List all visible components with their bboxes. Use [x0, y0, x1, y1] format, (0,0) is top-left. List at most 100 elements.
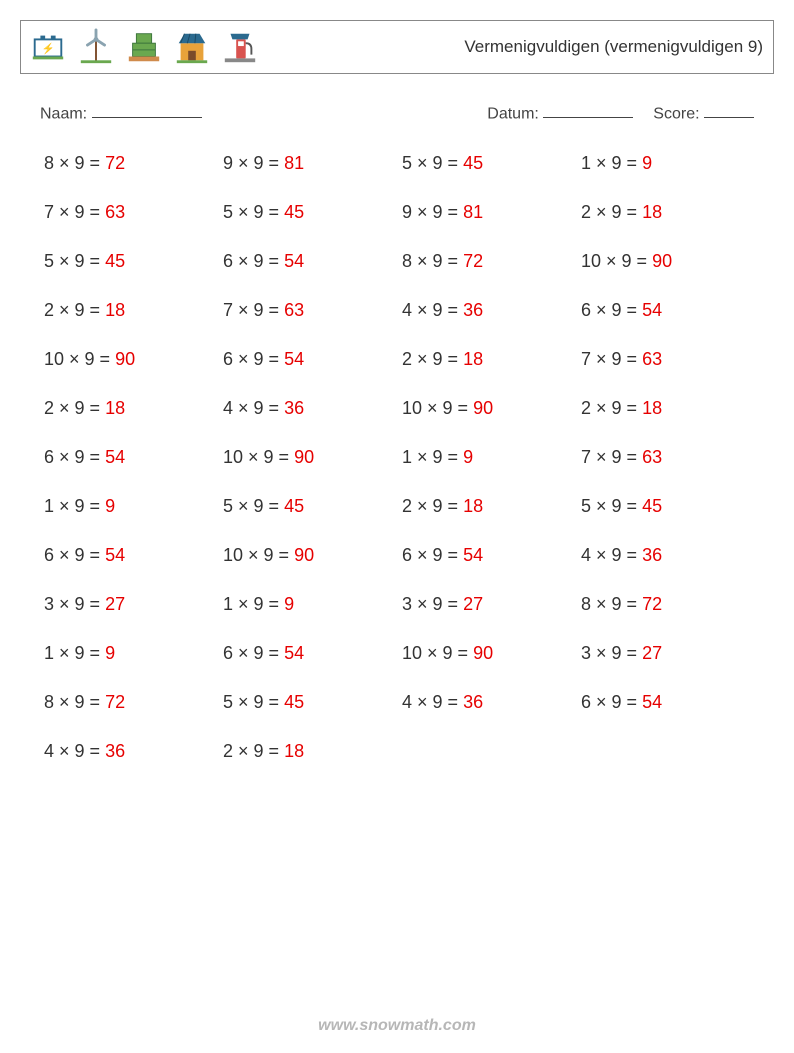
problem-answer: 90 — [652, 251, 672, 271]
problem-answer: 54 — [284, 643, 304, 663]
problem-cell: 6 × 9 = 54 — [223, 251, 392, 272]
svg-text:⚡: ⚡ — [42, 42, 55, 55]
problem-answer: 72 — [105, 692, 125, 712]
problem-answer: 81 — [463, 202, 483, 222]
problem-cell: 10 × 9 = 90 — [402, 398, 571, 419]
score-field: Score: — [653, 104, 754, 123]
problem-cell: 6 × 9 = 54 — [581, 692, 750, 713]
problem-expression: 2 × 9 = — [402, 496, 463, 516]
problem-cell: 7 × 9 = 63 — [223, 300, 392, 321]
problem-expression: 5 × 9 = — [44, 251, 105, 271]
date-label: Datum: — [487, 105, 539, 122]
problem-expression: 1 × 9 = — [402, 447, 463, 467]
problem-expression: 9 × 9 = — [223, 153, 284, 173]
problem-answer: 27 — [642, 643, 662, 663]
problem-expression: 10 × 9 = — [223, 545, 294, 565]
date-field: Datum: — [487, 104, 633, 123]
header-bar: ⚡ — [20, 20, 774, 74]
problem-answer: 90 — [473, 643, 493, 663]
problem-expression: 7 × 9 = — [223, 300, 284, 320]
problem-answer: 90 — [115, 349, 135, 369]
problem-cell: 6 × 9 = 54 — [223, 643, 392, 664]
problem-answer: 9 — [105, 496, 115, 516]
problem-cell: 8 × 9 = 72 — [44, 153, 213, 174]
problem-answer: 72 — [463, 251, 483, 271]
problem-answer: 54 — [284, 349, 304, 369]
problem-answer: 63 — [284, 300, 304, 320]
problem-cell: 2 × 9 = 18 — [581, 398, 750, 419]
problems-grid: 8 × 9 = 72 9 × 9 = 81 5 × 9 = 45 1 × 9 = 9 7… — [20, 153, 774, 762]
problem-answer: 63 — [105, 202, 125, 222]
problem-expression: 5 × 9 = — [223, 202, 284, 222]
problem-answer: 45 — [284, 202, 304, 222]
problem-expression: 10 × 9 = — [581, 251, 652, 271]
problem-expression: 4 × 9 = — [402, 300, 463, 320]
problem-expression: 10 × 9 = — [402, 643, 473, 663]
problem-cell: 3 × 9 = 27 — [44, 594, 213, 615]
score-blank[interactable] — [704, 104, 754, 118]
solar-house-icon — [171, 26, 213, 68]
info-row: Naam: Datum: Score: — [20, 104, 774, 123]
problem-expression: 6 × 9 = — [581, 692, 642, 712]
problem-answer: 36 — [463, 300, 483, 320]
problem-answer: 90 — [294, 545, 314, 565]
problem-expression: 8 × 9 = — [44, 153, 105, 173]
problem-expression: 1 × 9 = — [44, 496, 105, 516]
problem-cell: 4 × 9 = 36 — [402, 692, 571, 713]
name-blank[interactable] — [92, 104, 202, 118]
problem-expression: 7 × 9 = — [581, 447, 642, 467]
problem-expression: 5 × 9 = — [402, 153, 463, 173]
problem-cell: 10 × 9 = 90 — [223, 447, 392, 468]
problem-cell: 1 × 9 = 9 — [581, 153, 750, 174]
problem-answer: 18 — [642, 202, 662, 222]
problem-cell: 5 × 9 = 45 — [223, 692, 392, 713]
problem-cell: 8 × 9 = 72 — [581, 594, 750, 615]
problem-expression: 1 × 9 = — [44, 643, 105, 663]
battery-icon: ⚡ — [27, 26, 69, 68]
problem-cell: 2 × 9 = 18 — [44, 398, 213, 419]
problem-answer: 45 — [284, 692, 304, 712]
problem-expression: 6 × 9 = — [402, 545, 463, 565]
problem-answer: 45 — [463, 153, 483, 173]
problem-answer: 9 — [105, 643, 115, 663]
problem-cell: 4 × 9 = 36 — [402, 300, 571, 321]
problem-cell: 5 × 9 = 45 — [223, 202, 392, 223]
problem-expression: 10 × 9 = — [223, 447, 294, 467]
problem-cell: 5 × 9 = 45 — [581, 496, 750, 517]
problem-expression: 8 × 9 = — [581, 594, 642, 614]
fuel-pump-icon — [219, 26, 261, 68]
problem-answer: 9 — [642, 153, 652, 173]
problem-answer: 18 — [105, 398, 125, 418]
problem-cell: 8 × 9 = 72 — [402, 251, 571, 272]
problem-answer: 54 — [284, 251, 304, 271]
problem-cell: 6 × 9 = 54 — [223, 349, 392, 370]
problem-expression: 2 × 9 = — [402, 349, 463, 369]
problem-cell: 4 × 9 = 36 — [223, 398, 392, 419]
problem-expression: 7 × 9 = — [44, 202, 105, 222]
problem-expression: 2 × 9 = — [581, 202, 642, 222]
problem-expression: 4 × 9 = — [223, 398, 284, 418]
problem-cell: 2 × 9 = 18 — [44, 300, 213, 321]
problem-answer: 45 — [105, 251, 125, 271]
problem-answer: 63 — [642, 349, 662, 369]
problem-answer: 54 — [105, 545, 125, 565]
score-label: Score: — [653, 105, 699, 122]
problem-expression: 3 × 9 = — [581, 643, 642, 663]
problem-answer: 18 — [284, 741, 304, 761]
problem-answer: 18 — [642, 398, 662, 418]
problem-expression: 7 × 9 = — [581, 349, 642, 369]
problem-expression: 1 × 9 = — [581, 153, 642, 173]
problem-answer: 27 — [105, 594, 125, 614]
problem-cell: 2 × 9 = 18 — [402, 349, 571, 370]
problem-expression: 6 × 9 = — [223, 643, 284, 663]
problem-cell: 7 × 9 = 63 — [44, 202, 213, 223]
problem-answer: 18 — [463, 349, 483, 369]
problem-cell: 6 × 9 = 54 — [402, 545, 571, 566]
problem-expression: 3 × 9 = — [44, 594, 105, 614]
date-blank[interactable] — [543, 104, 633, 118]
problem-cell: 10 × 9 = 90 — [581, 251, 750, 272]
problem-answer: 36 — [642, 545, 662, 565]
problem-answer: 90 — [294, 447, 314, 467]
problem-expression: 10 × 9 = — [402, 398, 473, 418]
problem-cell: 7 × 9 = 63 — [581, 349, 750, 370]
